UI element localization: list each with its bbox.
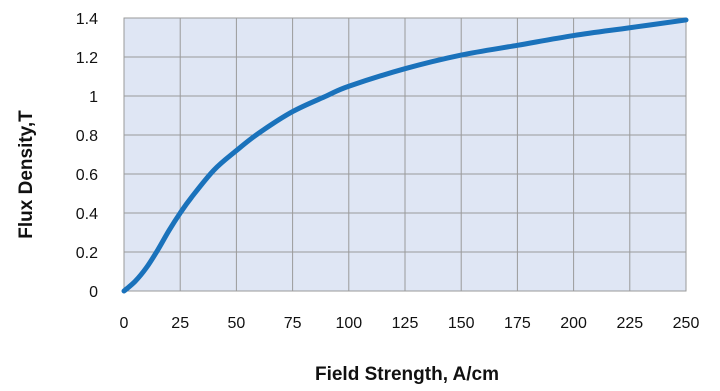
- x-tick-label: 200: [560, 315, 587, 332]
- x-tick-label: 25: [171, 315, 189, 332]
- y-tick-label: 0: [89, 284, 98, 301]
- y-axis-title: Flux Density,T: [16, 110, 37, 239]
- x-tick-label: 175: [504, 315, 531, 332]
- x-tick-label: 75: [284, 315, 302, 332]
- y-tick-label: 0.6: [76, 167, 98, 184]
- y-tick-label: 0.8: [76, 128, 98, 145]
- x-axis-ticks: 0 25 50 75 100 125 150 175 200 225 250: [120, 315, 700, 332]
- x-tick-label: 250: [673, 315, 700, 332]
- x-tick-label: 225: [616, 315, 643, 332]
- x-tick-label: 100: [335, 315, 362, 332]
- y-tick-label: 1.2: [76, 50, 98, 67]
- y-tick-label: 0.2: [76, 245, 98, 262]
- y-tick-label: 1: [89, 89, 98, 106]
- x-tick-label: 150: [448, 315, 475, 332]
- x-tick-label: 0: [120, 315, 129, 332]
- x-tick-label: 125: [392, 315, 419, 332]
- grid-lines: [123, 17, 687, 292]
- y-tick-label: 0.4: [76, 206, 98, 223]
- series-layer: [121, 17, 689, 294]
- bh-curve-line: [121, 17, 689, 294]
- y-tick-label: 1.4: [76, 11, 98, 28]
- y-axis-ticks: 0 0.2 0.4 0.6 0.8 1 1.2 1.4: [76, 11, 98, 301]
- x-tick-label: 50: [228, 315, 246, 332]
- x-axis-title: Field Strength, A/cm: [315, 364, 499, 385]
